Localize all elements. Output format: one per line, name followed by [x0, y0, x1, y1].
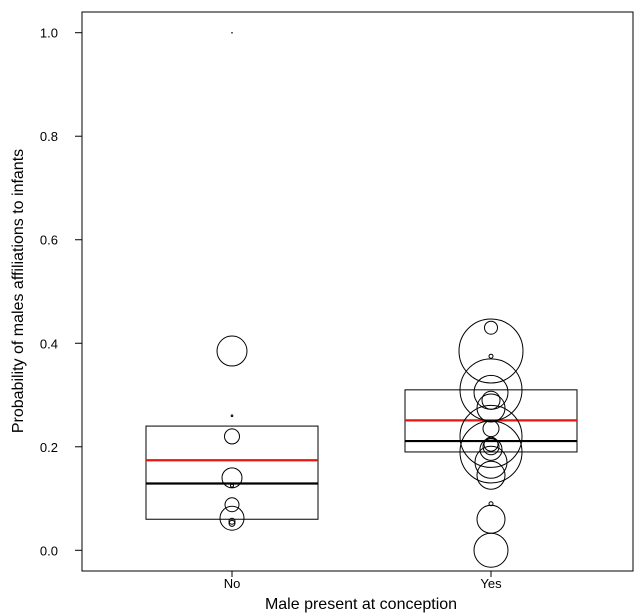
data-point	[484, 320, 498, 335]
data-point	[476, 393, 506, 423]
boxes-layer	[145, 389, 578, 520]
data-point	[228, 519, 236, 527]
data-point	[224, 497, 240, 513]
y-tick-label: 0.8	[40, 129, 58, 144]
data-point	[476, 460, 506, 490]
y-axis: 0.0 0.2 0.4 0.6 0.8 1.0	[40, 26, 82, 558]
y-tick-label: 1.0	[40, 26, 58, 41]
data-point	[488, 353, 494, 359]
data-point	[224, 428, 240, 445]
x-axis: No Yes	[224, 571, 502, 591]
data-point	[221, 467, 243, 489]
y-tick-label: 0.2	[40, 440, 58, 455]
points-layer	[216, 31, 524, 568]
x-tick-label: No	[224, 576, 241, 591]
x-tick-label: Yes	[480, 576, 502, 591]
y-tick-label: 0.6	[40, 233, 58, 248]
data-point	[479, 437, 503, 461]
box-no	[145, 425, 319, 520]
data-point	[219, 505, 245, 531]
data-point	[481, 390, 501, 410]
x-axis-title: Male present at conception	[265, 596, 457, 613]
y-tick-label: 0.0	[40, 543, 58, 558]
data-point	[231, 31, 233, 34]
data-point	[228, 517, 236, 525]
data-point	[216, 335, 248, 367]
data-point	[482, 420, 500, 438]
data-point	[473, 532, 509, 568]
y-axis-title: Probability of males affiliations to inf…	[10, 149, 27, 433]
data-point	[459, 404, 523, 468]
data-point	[230, 483, 234, 488]
data-point	[458, 318, 524, 384]
y-tick-label: 0.4	[40, 336, 58, 351]
plot-frame	[81, 11, 634, 572]
data-point	[230, 414, 234, 418]
data-point	[476, 504, 506, 534]
data-point	[483, 436, 499, 452]
data-point	[459, 420, 523, 484]
data-point	[474, 445, 508, 479]
data-point	[473, 374, 509, 410]
